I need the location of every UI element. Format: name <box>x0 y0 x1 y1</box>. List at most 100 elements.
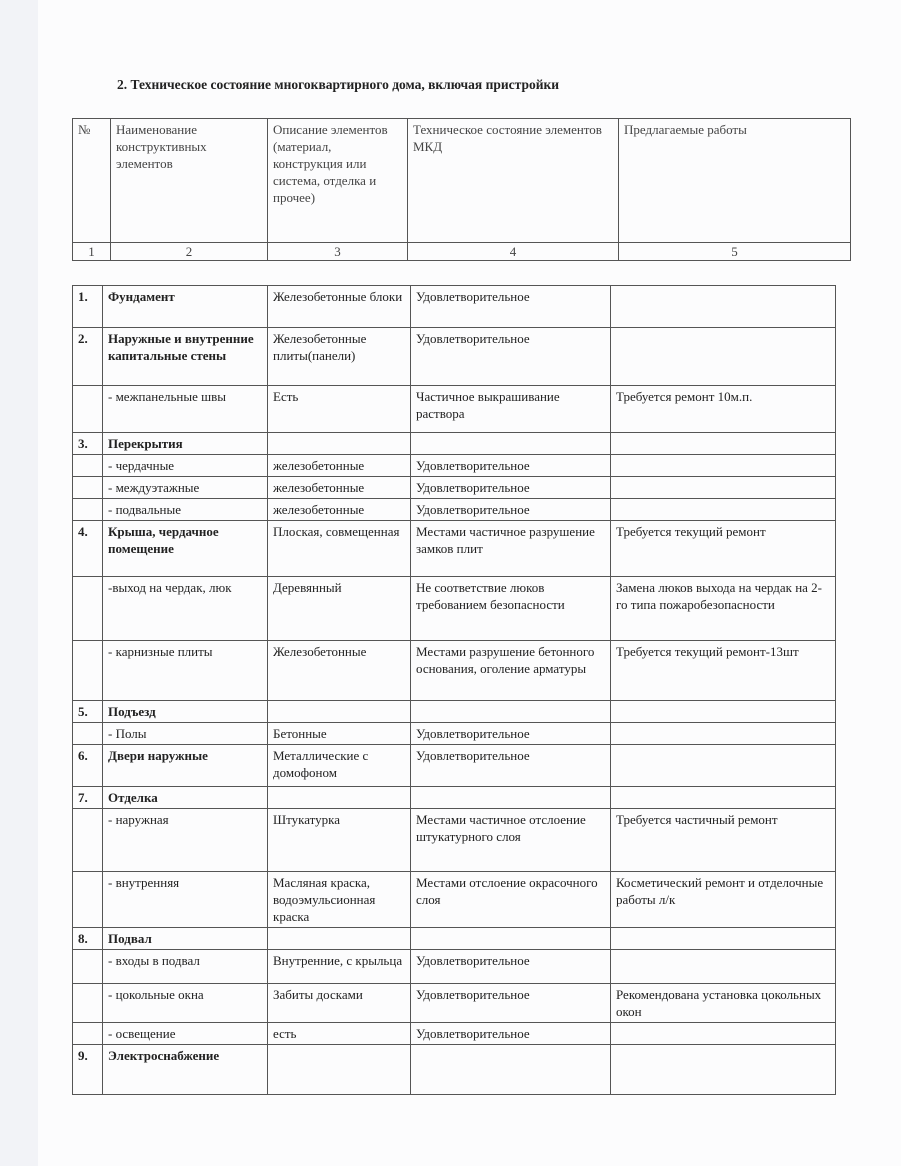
row-number <box>72 871 103 928</box>
table-row: - междуэтажные железобетонные Удовлетворит… <box>72 476 836 499</box>
element-state: Удовлетворительное <box>410 949 611 984</box>
element-state <box>410 927 611 950</box>
proposed-work <box>610 476 836 499</box>
element-name: Подъезд <box>102 700 268 723</box>
element-name: Электроснабжение <box>102 1044 268 1095</box>
table-row: - цокольные окна Забиты досками Удовлетвор… <box>72 983 836 1023</box>
element-description: Деревянный <box>267 576 411 641</box>
table-row: 3. Перекрытия <box>72 432 836 455</box>
proposed-work <box>610 949 836 984</box>
element-state: Местами разрушение бетонного основания, … <box>410 640 611 701</box>
row-number <box>72 476 103 499</box>
table-row: - освещение есть Удовлетворительное <box>72 1022 836 1045</box>
proposed-work: Замена люков выхода на чердак на 2-го ти… <box>610 576 836 641</box>
proposed-work: Рекомендована установка цокольных окон <box>610 983 836 1023</box>
scan-edge <box>0 0 38 1166</box>
proposed-work: Косметический ремонт и отделочные работы… <box>610 871 836 928</box>
element-state: Местами отслоение окрасочного слоя <box>410 871 611 928</box>
proposed-work: Требуется текущий ремонт <box>610 520 836 577</box>
element-description: Есть <box>267 385 411 433</box>
element-description: Внутренние, с крыльца <box>267 949 411 984</box>
row-number: 4. <box>72 520 103 577</box>
element-description: Железобетонные <box>267 640 411 701</box>
table-row: 1. Фундамент Железобетонные блоки Удовлетво… <box>72 285 836 328</box>
element-state: Удовлетворительное <box>410 454 611 477</box>
element-state: Удовлетворительное <box>410 983 611 1023</box>
proposed-work <box>610 498 836 521</box>
element-name: - внутренняя <box>102 871 268 928</box>
element-description: Масляная краска, водоэмульсионная краска <box>267 871 411 928</box>
row-number: 9. <box>72 1044 103 1095</box>
element-state: Удовлетворительное <box>410 744 611 787</box>
col-number: 1 <box>72 242 111 261</box>
element-state: Частичное выкрашивание раствора <box>410 385 611 433</box>
table-row: 9. Электроснабжение <box>72 1044 836 1095</box>
element-state <box>410 786 611 809</box>
element-description: железобетонные <box>267 476 411 499</box>
table-row: 4. Крыша, чердачное помещение Плоская, сов… <box>72 520 836 577</box>
element-description: железобетонные <box>267 498 411 521</box>
proposed-work <box>610 1022 836 1045</box>
table-row: 8. Подвал <box>72 927 836 950</box>
row-number: 2. <box>72 327 103 386</box>
element-description <box>267 432 411 455</box>
element-description <box>267 927 411 950</box>
header-num: № <box>72 118 111 243</box>
col-number: 5 <box>618 242 851 261</box>
proposed-work <box>610 744 836 787</box>
row-number <box>72 983 103 1023</box>
row-number: 5. <box>72 700 103 723</box>
element-state: Удовлетворительное <box>410 285 611 328</box>
element-description <box>267 1044 411 1095</box>
element-state: Удовлетворительное <box>410 498 611 521</box>
table-row: 6. Двери наружные Металлические с домофоно… <box>72 744 836 787</box>
header-work: Предлагаемые работы <box>618 118 851 243</box>
proposed-work <box>610 786 836 809</box>
element-name: - цокольные окна <box>102 983 268 1023</box>
row-number: 1. <box>72 285 103 328</box>
element-name: -выход на чердак, люк <box>102 576 268 641</box>
element-name: Отделка <box>102 786 268 809</box>
proposed-work <box>610 454 836 477</box>
proposed-work <box>610 722 836 745</box>
row-number <box>72 1022 103 1045</box>
header-table: № Наименование конструктивных элементов … <box>72 118 851 261</box>
proposed-work: Требуется ремонт 10м.п. <box>610 385 836 433</box>
proposed-work <box>610 927 836 950</box>
element-description: есть <box>267 1022 411 1045</box>
proposed-work: Требуется текущий ремонт-13шт <box>610 640 836 701</box>
row-number <box>72 949 103 984</box>
proposed-work: Требуется частичный ремонт <box>610 808 836 872</box>
element-name: Двери наружные <box>102 744 268 787</box>
row-number <box>72 498 103 521</box>
table-row: 7. Отделка <box>72 786 836 809</box>
element-state: Удовлетворительное <box>410 327 611 386</box>
table-row: 2. Наружные и внутренние капитальные стен… <box>72 327 836 386</box>
element-name: - входы в подвал <box>102 949 268 984</box>
element-description: Забиты досками <box>267 983 411 1023</box>
element-name: - чердачные <box>102 454 268 477</box>
table-row: - подвальные железобетонные Удовлетворител… <box>72 498 836 521</box>
col-number: 2 <box>110 242 268 261</box>
element-name: - междуэтажные <box>102 476 268 499</box>
element-name: Подвал <box>102 927 268 950</box>
element-description: железобетонные <box>267 454 411 477</box>
row-number: 6. <box>72 744 103 787</box>
header-state: Техническое состояние элементов МКД <box>407 118 619 243</box>
element-description: Бетонные <box>267 722 411 745</box>
proposed-work <box>610 700 836 723</box>
header-name: Наименование конструктивных элементов <box>110 118 268 243</box>
element-state: Не соответствие люков требованием безопа… <box>410 576 611 641</box>
element-state <box>410 700 611 723</box>
element-state: Местами частичное отслоение штукатурного… <box>410 808 611 872</box>
element-name: - Полы <box>102 722 268 745</box>
row-number <box>72 576 103 641</box>
row-number: 7. <box>72 786 103 809</box>
element-description: Железобетонные плиты(панели) <box>267 327 411 386</box>
row-number <box>72 385 103 433</box>
element-name: - наружная <box>102 808 268 872</box>
element-name: - подвальные <box>102 498 268 521</box>
row-number: 8. <box>72 927 103 950</box>
element-name: Крыша, чердачное помещение <box>102 520 268 577</box>
row-number <box>72 808 103 872</box>
